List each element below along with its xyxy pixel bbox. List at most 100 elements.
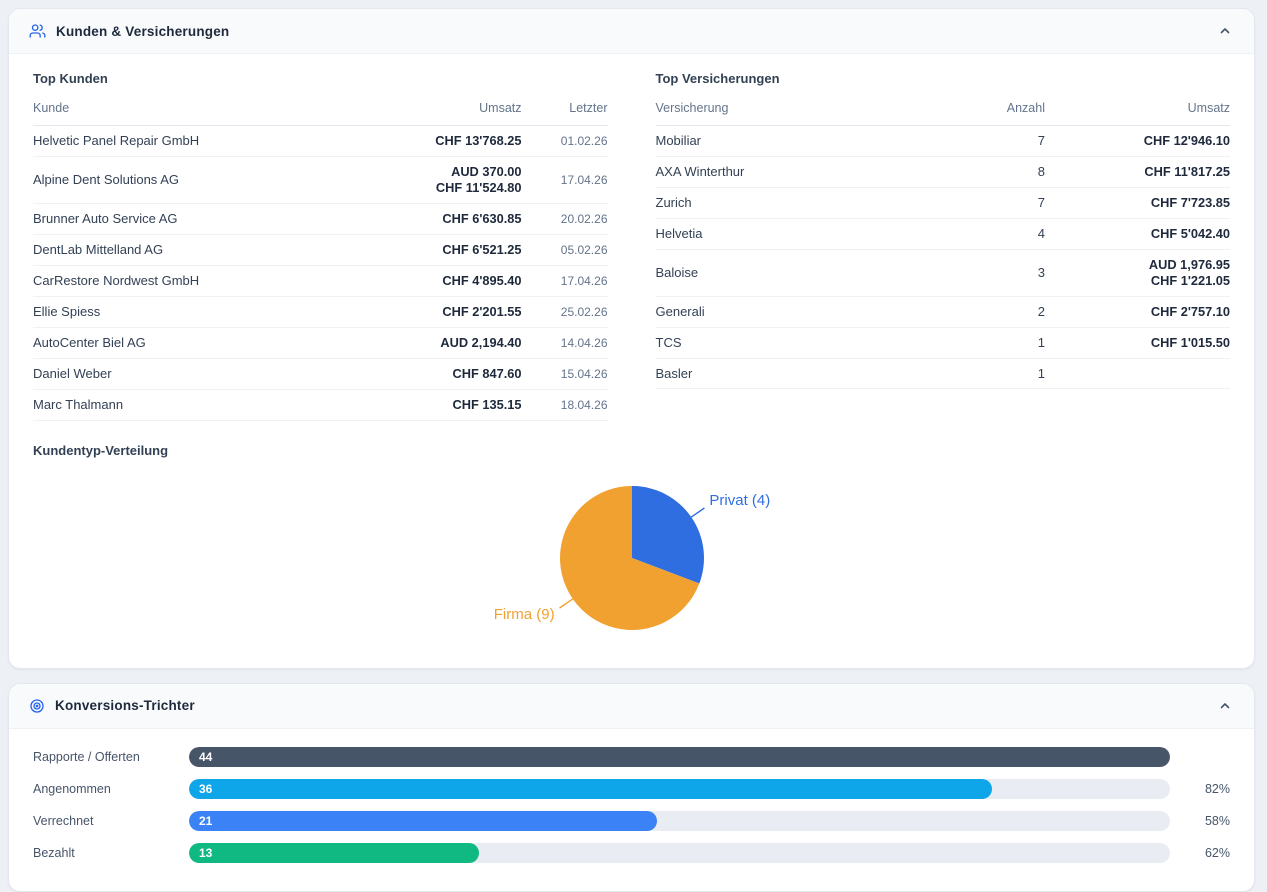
table-row: Brunner Auto Service AG CHF 6'630.85 20.… — [33, 203, 608, 235]
insurer-name: AXA Winterthur — [655, 156, 935, 188]
funnel-bar: 13 — [189, 842, 479, 863]
table-row: Ellie Spiess CHF 2'201.55 25.02.26 — [33, 296, 608, 328]
customer-revenue: CHF 6'630.85 — [351, 203, 522, 235]
customer-revenue: AUD 370.00 CHF 11'524.80 — [351, 156, 522, 204]
table-row: Zurich 7 CHF 7'723.85 — [655, 187, 1230, 219]
funnel-bar-track: 21 — [189, 810, 1170, 831]
customer-last-date: 20.02.26 — [521, 203, 608, 235]
insurer-name: Helvetia — [655, 218, 935, 250]
funnel-bar: 44 — [189, 746, 1170, 767]
customer-name: AutoCenter Biel AG — [33, 327, 352, 359]
insurer-revenue — [1045, 358, 1230, 389]
insurer-count: 4 — [935, 218, 1045, 250]
customer-last-date: 14.04.26 — [521, 327, 608, 359]
customer-revenue: CHF 847.60 — [351, 358, 522, 390]
revenue-line-1: CHF 5'042.40 — [1150, 225, 1230, 241]
insurer-name: Baloise — [655, 249, 935, 297]
funnel-bar-value: 13 — [199, 845, 213, 860]
col-header-kunde: Kunde — [33, 92, 352, 126]
funnel-bar-track: 44 — [189, 746, 1170, 767]
funnel-row: Verrechnet 21 58% — [33, 810, 1230, 831]
table-row: CarRestore Nordwest GmbH CHF 4'895.40 17… — [33, 265, 608, 297]
target-icon — [29, 698, 45, 714]
kunden-versicherungen-card: Kunden & Versicherungen Top Kunden Kunde… — [8, 8, 1255, 669]
customer-name: CarRestore Nordwest GmbH — [33, 265, 352, 297]
users-icon — [29, 23, 46, 39]
conversion-funnel-chart: Rapporte / Offerten 44 Angenommen 36 82%… — [9, 729, 1254, 891]
revenue-line-1: CHF 6'630.85 — [442, 210, 522, 226]
revenue-line-1: CHF 7'723.85 — [1150, 194, 1230, 210]
insurer-revenue: CHF 11'817.25 — [1045, 156, 1230, 188]
funnel-stage-label: Bezahlt — [33, 845, 75, 860]
insurer-name: Zurich — [655, 187, 935, 219]
revenue-line-1: CHF 6'521.25 — [442, 241, 522, 257]
revenue-line-1: AUD 2,194.40 — [440, 334, 522, 350]
top-kunden-title: Top Kunden — [33, 71, 108, 86]
funnel-row: Bezahlt 13 62% — [33, 842, 1230, 863]
revenue-line-2: CHF 1'221.05 — [1150, 272, 1230, 288]
collapse-chevron-icon[interactable] — [1216, 697, 1234, 715]
insurer-revenue: CHF 1'015.50 — [1045, 327, 1230, 359]
kunden-card-header[interactable]: Kunden & Versicherungen — [9, 9, 1254, 54]
funnel-percent: 58% — [1204, 813, 1230, 828]
revenue-line-1: CHF 2'201.55 — [442, 303, 522, 319]
revenue-line-1: CHF 13'768.25 — [435, 133, 522, 148]
table-row: Mobiliar 7 CHF 12'946.10 — [655, 125, 1230, 157]
revenue-line-1: CHF 847.60 — [452, 365, 522, 381]
revenue-line-1: CHF 135.15 — [452, 396, 522, 412]
customer-revenue: AUD 2,194.40 — [351, 327, 522, 359]
insurer-name: Generali — [655, 296, 935, 328]
customer-last-date: 01.02.26 — [521, 125, 608, 157]
col-header-letzter: Letzter — [521, 92, 608, 126]
funnel-row: Angenommen 36 82% — [33, 778, 1230, 799]
table-row: AXA Winterthur 8 CHF 11'817.25 — [655, 156, 1230, 188]
customer-revenue: CHF 4'895.40 — [351, 265, 522, 297]
kunden-card-title: Kunden & Versicherungen — [56, 23, 230, 39]
funnel-card-header[interactable]: Konversions-Trichter — [9, 683, 1254, 729]
table-row: Alpine Dent Solutions AG AUD 370.00 CHF 1… — [33, 156, 608, 204]
insurer-revenue: CHF 5'042.40 — [1045, 218, 1230, 250]
customer-name: Ellie Spiess — [33, 296, 352, 328]
customer-name: DentLab Mittelland AG — [33, 234, 352, 266]
funnel-stage-label: Rapporte / Offerten — [33, 749, 140, 764]
funnel-bar-value: 44 — [199, 749, 213, 764]
funnel-bar-track: 13 — [189, 842, 1170, 863]
tables-area: Top Kunden Kunde Umsatz Letzter Helvetic… — [9, 54, 1254, 421]
funnel-bar: 36 — [189, 778, 992, 799]
top-versicherungen-section: Top Versicherungen Versicherung Anzahl U… — [655, 54, 1230, 421]
customer-revenue: CHF 2'201.55 — [351, 296, 522, 328]
insurer-revenue: CHF 12'946.10 — [1045, 125, 1230, 157]
table-row: TCS 1 CHF 1'015.50 — [655, 327, 1230, 359]
customer-revenue: CHF 135.15 — [351, 389, 522, 421]
funnel-stage-label: Verrechnet — [33, 813, 94, 828]
customer-last-date: 05.02.26 — [521, 234, 608, 266]
pie-leader-line — [688, 507, 705, 519]
insurer-count: 7 — [935, 125, 1045, 157]
table-row: AutoCenter Biel AG AUD 2,194.40 14.04.26 — [33, 327, 608, 359]
customer-last-date: 15.04.26 — [521, 358, 608, 390]
insurer-count: 8 — [935, 156, 1045, 188]
customer-name: Daniel Weber — [33, 358, 352, 390]
customer-name: Brunner Auto Service AG — [33, 203, 352, 235]
table-row: Helvetic Panel Repair GmbH CHF 13'768.25… — [33, 125, 608, 157]
pie-svg: Privat (4) Firma (9) — [493, 485, 770, 630]
insurer-name: Basler — [655, 358, 935, 389]
insurer-revenue: CHF 2'757.10 — [1045, 296, 1230, 328]
insurer-name: Mobiliar — [655, 125, 935, 157]
insurer-count: 7 — [935, 187, 1045, 219]
revenue-line-1: AUD 370.00 — [451, 163, 522, 179]
collapse-chevron-icon[interactable] — [1216, 22, 1234, 40]
pie-slice — [631, 485, 704, 584]
customer-name: Marc Thalmann — [33, 389, 352, 421]
table-row: Daniel Weber CHF 847.60 15.04.26 — [33, 358, 608, 390]
table-row: Basler 1 — [655, 358, 1230, 389]
top-versicherungen-title: Top Versicherungen — [655, 71, 780, 86]
customer-revenue: CHF 13'768.25 — [351, 125, 522, 157]
revenue-line-1: CHF 12'946.10 — [1143, 133, 1230, 148]
table-row: Generali 2 CHF 2'757.10 — [655, 296, 1230, 328]
funnel-card-title: Konversions-Trichter — [55, 698, 195, 714]
revenue-line-1: CHF 4'895.40 — [442, 272, 522, 288]
kundentyp-title: Kundentyp-Verteilung — [33, 442, 169, 458]
customer-name: Helvetic Panel Repair GmbH — [33, 125, 352, 157]
customer-last-date: 17.04.26 — [521, 265, 608, 297]
